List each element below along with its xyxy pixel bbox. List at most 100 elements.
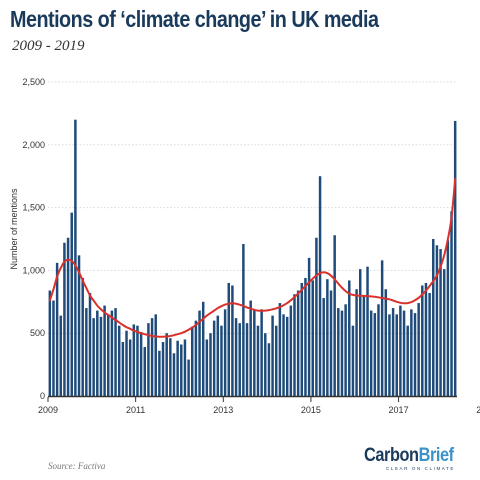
bar [205,339,209,396]
bar [442,269,446,396]
gridlines [48,81,457,334]
bar [402,310,406,396]
bar [311,280,314,396]
bar [348,280,351,396]
bar [329,290,333,396]
bar [223,309,227,396]
bar [278,303,282,396]
bar [150,318,154,396]
bar [245,323,249,396]
bar [260,309,263,396]
bar [110,310,114,396]
bar [351,325,355,396]
bar [201,301,205,396]
x-tick-label: 2011 [126,405,145,415]
x-tick-label: 2017 [389,405,409,415]
bar [417,303,420,396]
bar [264,333,267,396]
bar [66,237,70,396]
bar [220,325,223,396]
bar [172,353,176,396]
bar [355,289,358,396]
bar [88,293,92,396]
bar [55,262,59,396]
bar [63,242,66,396]
bar [107,314,110,396]
chart-subtitle: 2009 - 2019 [12,38,85,54]
x-tick-label: 2019 [476,405,480,415]
bar [85,308,88,396]
bar [212,320,216,396]
bar [366,266,369,396]
bar [380,260,384,396]
trend-line [48,177,457,338]
bar [92,318,95,396]
bar [139,331,143,396]
x-tick-label: 2009 [38,405,58,415]
bar-series [48,119,457,397]
y-tick-label: 0 [40,391,45,401]
bar [121,341,125,396]
bar [384,289,388,396]
bar [176,340,179,396]
bar [322,298,325,396]
bar [421,285,424,396]
bar [369,310,373,396]
bar [274,325,278,396]
bar [231,285,234,396]
logo-brief-text: Brief [418,445,455,466]
bar [326,279,329,396]
bar [315,237,318,396]
bar [169,338,172,396]
source-note: Source: Factiva [48,461,106,471]
bar [340,310,344,396]
bar [410,309,413,396]
bar [147,323,150,396]
bar [183,339,187,396]
bar [103,305,106,396]
bar [253,309,256,396]
bar [194,320,198,396]
bar [373,313,377,396]
x-tick-labels: 2009 2011 2013 2015 2017 2019 [38,397,480,415]
bar [300,282,304,396]
bar [59,315,63,396]
carbon-brief-logo: CarbonBrief CLEAR ON CLIMATE [364,446,464,476]
bar [296,290,300,396]
bar [191,326,194,396]
bar [74,119,77,397]
bar [439,249,442,396]
bar [242,244,245,396]
bar [227,282,231,396]
bar [48,290,52,396]
bar [114,308,117,396]
bar [165,333,168,396]
y-axis-title: Number of mentions [9,188,19,270]
bar [428,293,431,396]
y-tick-label: 2,500 [22,77,45,87]
bar [432,239,435,396]
bar [187,359,190,396]
bar [267,343,271,396]
bar [96,310,99,396]
bar [52,300,55,396]
bar [161,341,165,396]
bar [285,316,289,396]
bar [399,305,402,396]
bar [154,314,157,396]
bar [158,350,161,396]
bar [395,314,398,396]
x-tick-label: 2013 [213,405,233,415]
bar [136,325,139,396]
logo-carbon-text: Carbon [364,445,419,466]
bar [282,314,285,396]
bar [271,315,274,396]
y-tick-label: 1,500 [22,203,45,213]
bar [249,300,252,396]
y-tick-label: 2,000 [22,140,45,150]
y-tick-labels: 0 500 1,000 1,500 2,000 2,500 [22,77,45,401]
chart-title: Mentions of ‘climate change’ in UK media [10,6,379,32]
logo-wordmark: CarbonBrief [364,445,454,466]
bar [209,333,212,396]
